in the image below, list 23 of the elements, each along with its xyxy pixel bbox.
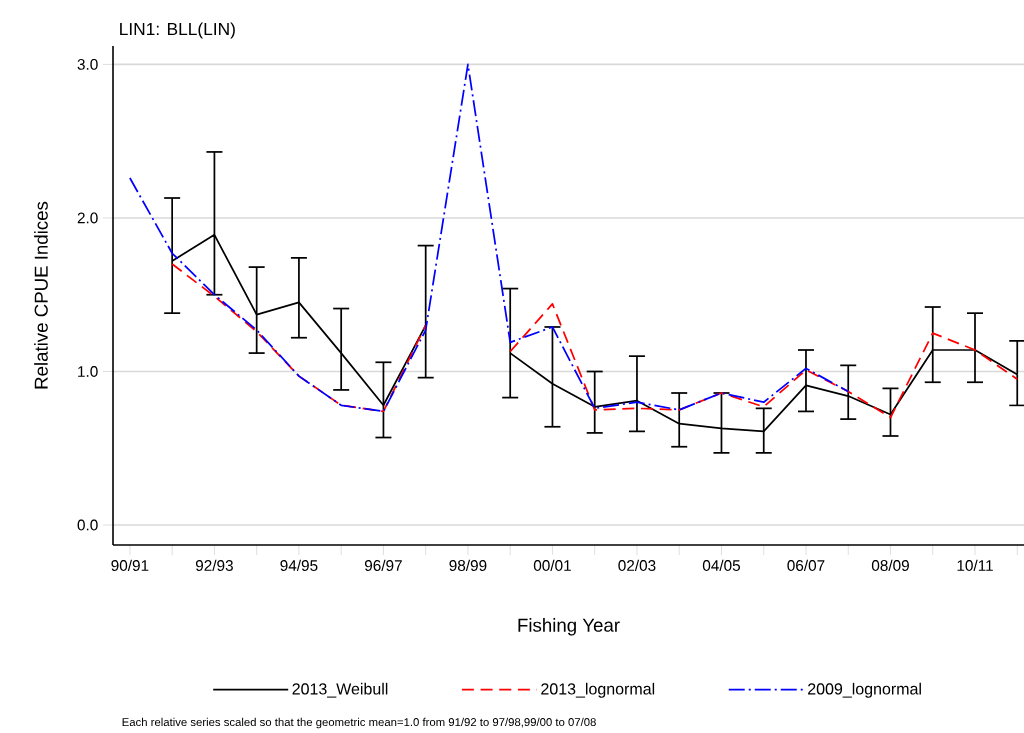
chart-title: LIN1: BLL(LIN) bbox=[120, 22, 235, 39]
y-tick-label: 2.0 bbox=[77, 212, 98, 224]
y-tick-label: 3.0 bbox=[77, 58, 98, 70]
x-tick-label: 06/07 bbox=[787, 559, 825, 571]
x-tick-label: 96/97 bbox=[364, 559, 402, 571]
text: Each relative series scaled so that the geometric mean=1.0 from 91/92 to 97/98,99/00 to 07/08 bbox=[122, 717, 596, 729]
x-tick-label: 98/99 bbox=[449, 559, 487, 571]
legend-label: 2013_lognormal bbox=[541, 682, 655, 698]
y-tick-label: 1.0 bbox=[78, 366, 98, 377]
y-axis-title: Relative CPUE Indices bbox=[34, 201, 48, 389]
legend-label: 2013_Weibull bbox=[292, 682, 388, 698]
x-axis-title: Fishing Year bbox=[518, 618, 620, 636]
y-tick-label: 0.0 bbox=[77, 519, 98, 531]
x-tick-label: 02/03 bbox=[618, 559, 656, 571]
x-tick-label: 08/09 bbox=[871, 559, 909, 571]
x-tick-label: 92/93 bbox=[195, 559, 233, 571]
x-tick-label: 04/05 bbox=[702, 559, 741, 571]
legend-label: 2009_lognormal bbox=[808, 682, 921, 698]
x-tick-label: 90/91 bbox=[111, 559, 149, 571]
x-tick-label: 10/11 bbox=[957, 559, 993, 571]
line-series bbox=[129, 63, 850, 413]
x-tick-label: 94/95 bbox=[280, 559, 318, 571]
x-tick-label: 00/01 bbox=[533, 559, 571, 571]
